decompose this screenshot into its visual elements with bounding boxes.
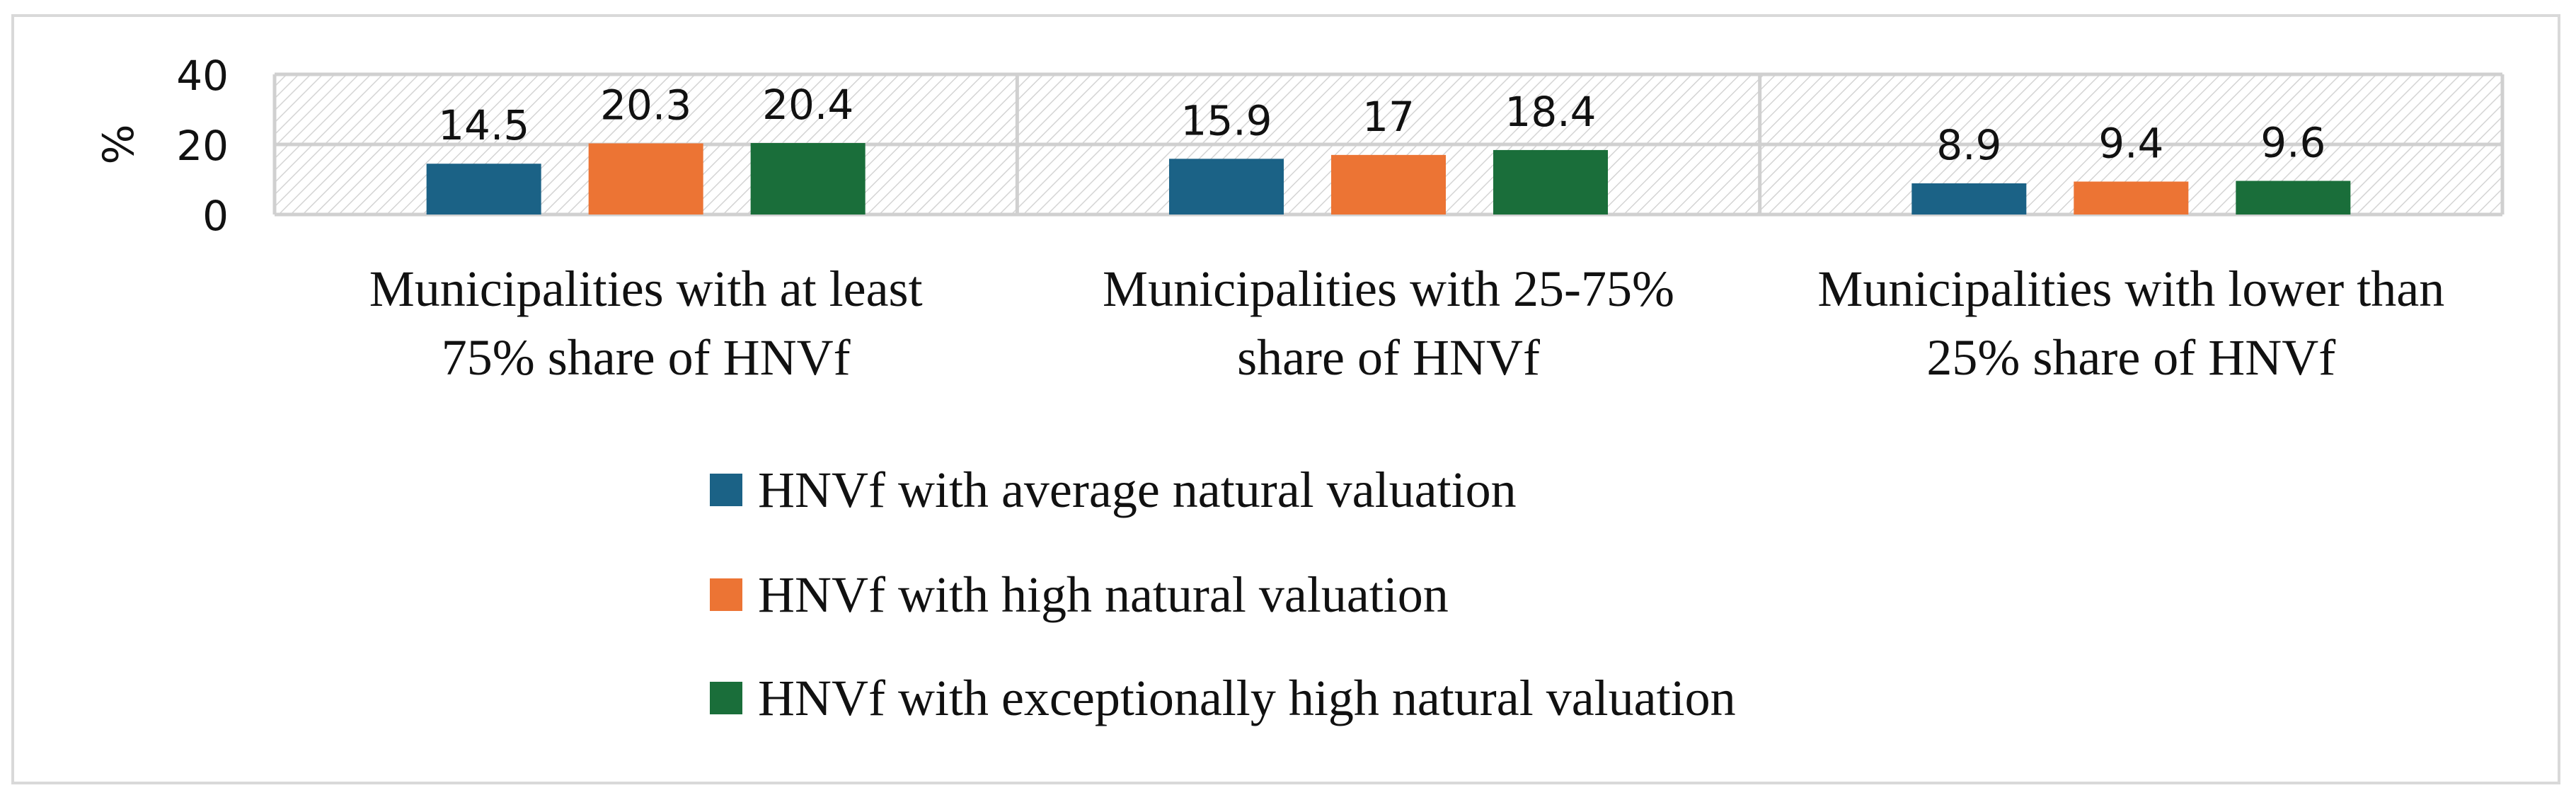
data-label: 17 <box>1362 93 1415 141</box>
data-label: 14.5 <box>438 101 529 149</box>
legend-swatch <box>710 578 742 611</box>
legend-label: HNVf with average natural valuation <box>758 462 1517 518</box>
legend-item: HNVf with average natural valuation <box>710 462 1517 518</box>
y-axis-label: % <box>94 124 144 164</box>
data-label: 18.4 <box>1505 88 1596 136</box>
category-label: 25% share of HNVf <box>1926 329 2335 386</box>
bar <box>588 143 703 215</box>
data-label: 9.4 <box>2098 119 2163 167</box>
legend-swatch <box>710 682 742 714</box>
category-label: Municipalities with lower than <box>1817 261 2444 317</box>
bar <box>750 143 866 215</box>
legend-item: HNVf with exceptionally high natural val… <box>710 670 1736 726</box>
y-tick-label: 20 <box>176 122 229 170</box>
bar <box>1493 149 1608 215</box>
legend-label: HNVf with high natural valuation <box>758 566 1449 623</box>
bar <box>2236 181 2351 215</box>
data-label: 20.4 <box>762 81 853 129</box>
data-label: 20.3 <box>600 81 691 130</box>
bar <box>1169 159 1284 215</box>
category-label: Municipalities with 25-75% <box>1103 261 1674 317</box>
category-label: 75% share of HNVf <box>442 329 851 386</box>
category-label: share of HNVf <box>1237 329 1540 386</box>
bar <box>1331 154 1446 215</box>
data-label: 8.9 <box>1936 121 2001 169</box>
y-tick-label: 40 <box>176 52 229 100</box>
y-tick-label: 0 <box>202 192 229 240</box>
data-label: 9.6 <box>2260 118 2325 166</box>
bar <box>1911 183 2027 215</box>
legend-label: HNVf with exceptionally high natural val… <box>758 670 1736 726</box>
category-label: Municipalities with at least <box>369 261 923 317</box>
data-label: 15.9 <box>1180 96 1272 144</box>
bar <box>2074 181 2189 215</box>
legend-swatch <box>710 474 742 506</box>
legend-item: HNVf with high natural valuation <box>710 566 1449 623</box>
bar <box>426 164 541 215</box>
